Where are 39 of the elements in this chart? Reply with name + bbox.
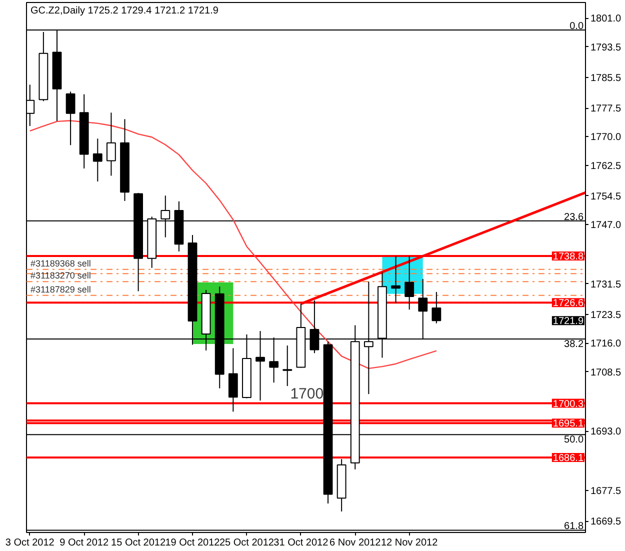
x-tick-label: 15 Oct 2012 [111,538,166,548]
y-tick-label: 1731.5 [590,279,622,290]
ref-line-label: #31187829 sell [30,284,91,294]
y-tick-label: 1777.5 [590,104,622,115]
annotation: 1721.9 [552,316,584,328]
y-tick-label: 1716.0 [590,338,622,350]
ref-line-label: 1686.1 [552,453,584,464]
y-tick-label: 1747.0 [590,220,622,232]
y-tick-label: 1801.0 [590,14,622,25]
ref-line-label: #31183270 sell [30,270,91,281]
annotation: 1700 [290,386,324,403]
annotation: 0.0 [570,21,584,32]
ref-line-label: 1700.3 [552,398,584,410]
y-tick-label: 1693.0 [590,426,622,438]
x-tick-label: 12 Nov 2012 [380,538,438,548]
x-tick-label: 25 Oct 2012 [219,538,274,548]
y-tick-label: 1762.5 [590,160,622,172]
x-tick-label: 3 Oct 2012 [5,538,55,548]
annotation: 23.6 [564,212,584,223]
x-tick-label: 9 Oct 2012 [60,538,109,548]
y-tick-label: 1669.5 [590,516,622,528]
y-tick-label: 1723.5 [590,310,622,322]
y-tick-label: 1708.5 [590,367,622,378]
y-tick-label: 1793.5 [590,42,622,54]
chart-title: GC.Z2,Daily 1725.2 1729.4 1721.2 1721.9 [30,6,219,16]
ref-line-label: 1738.8 [552,252,584,263]
y-tick-label: 1785.5 [590,72,622,84]
annotation: 50.0 [564,434,584,446]
annotation: 38.2 [564,339,584,350]
y-tick-label: 1677.5 [590,486,622,497]
y-tick-label: 1754.5 [590,191,622,202]
x-tick-label: 6 Nov 2012 [330,538,382,548]
ref-line-label: #31189368 sell [30,258,91,268]
x-tick-label: 19 Oct 2012 [165,538,220,548]
ref-line-label: 1695.1 [552,418,584,430]
y-tick-label: 1770.0 [590,132,622,144]
annotation: 61.8 [564,521,584,532]
ref-line-label: 1726.6 [552,298,584,310]
x-tick-label: 31 Oct 2012 [274,538,329,548]
